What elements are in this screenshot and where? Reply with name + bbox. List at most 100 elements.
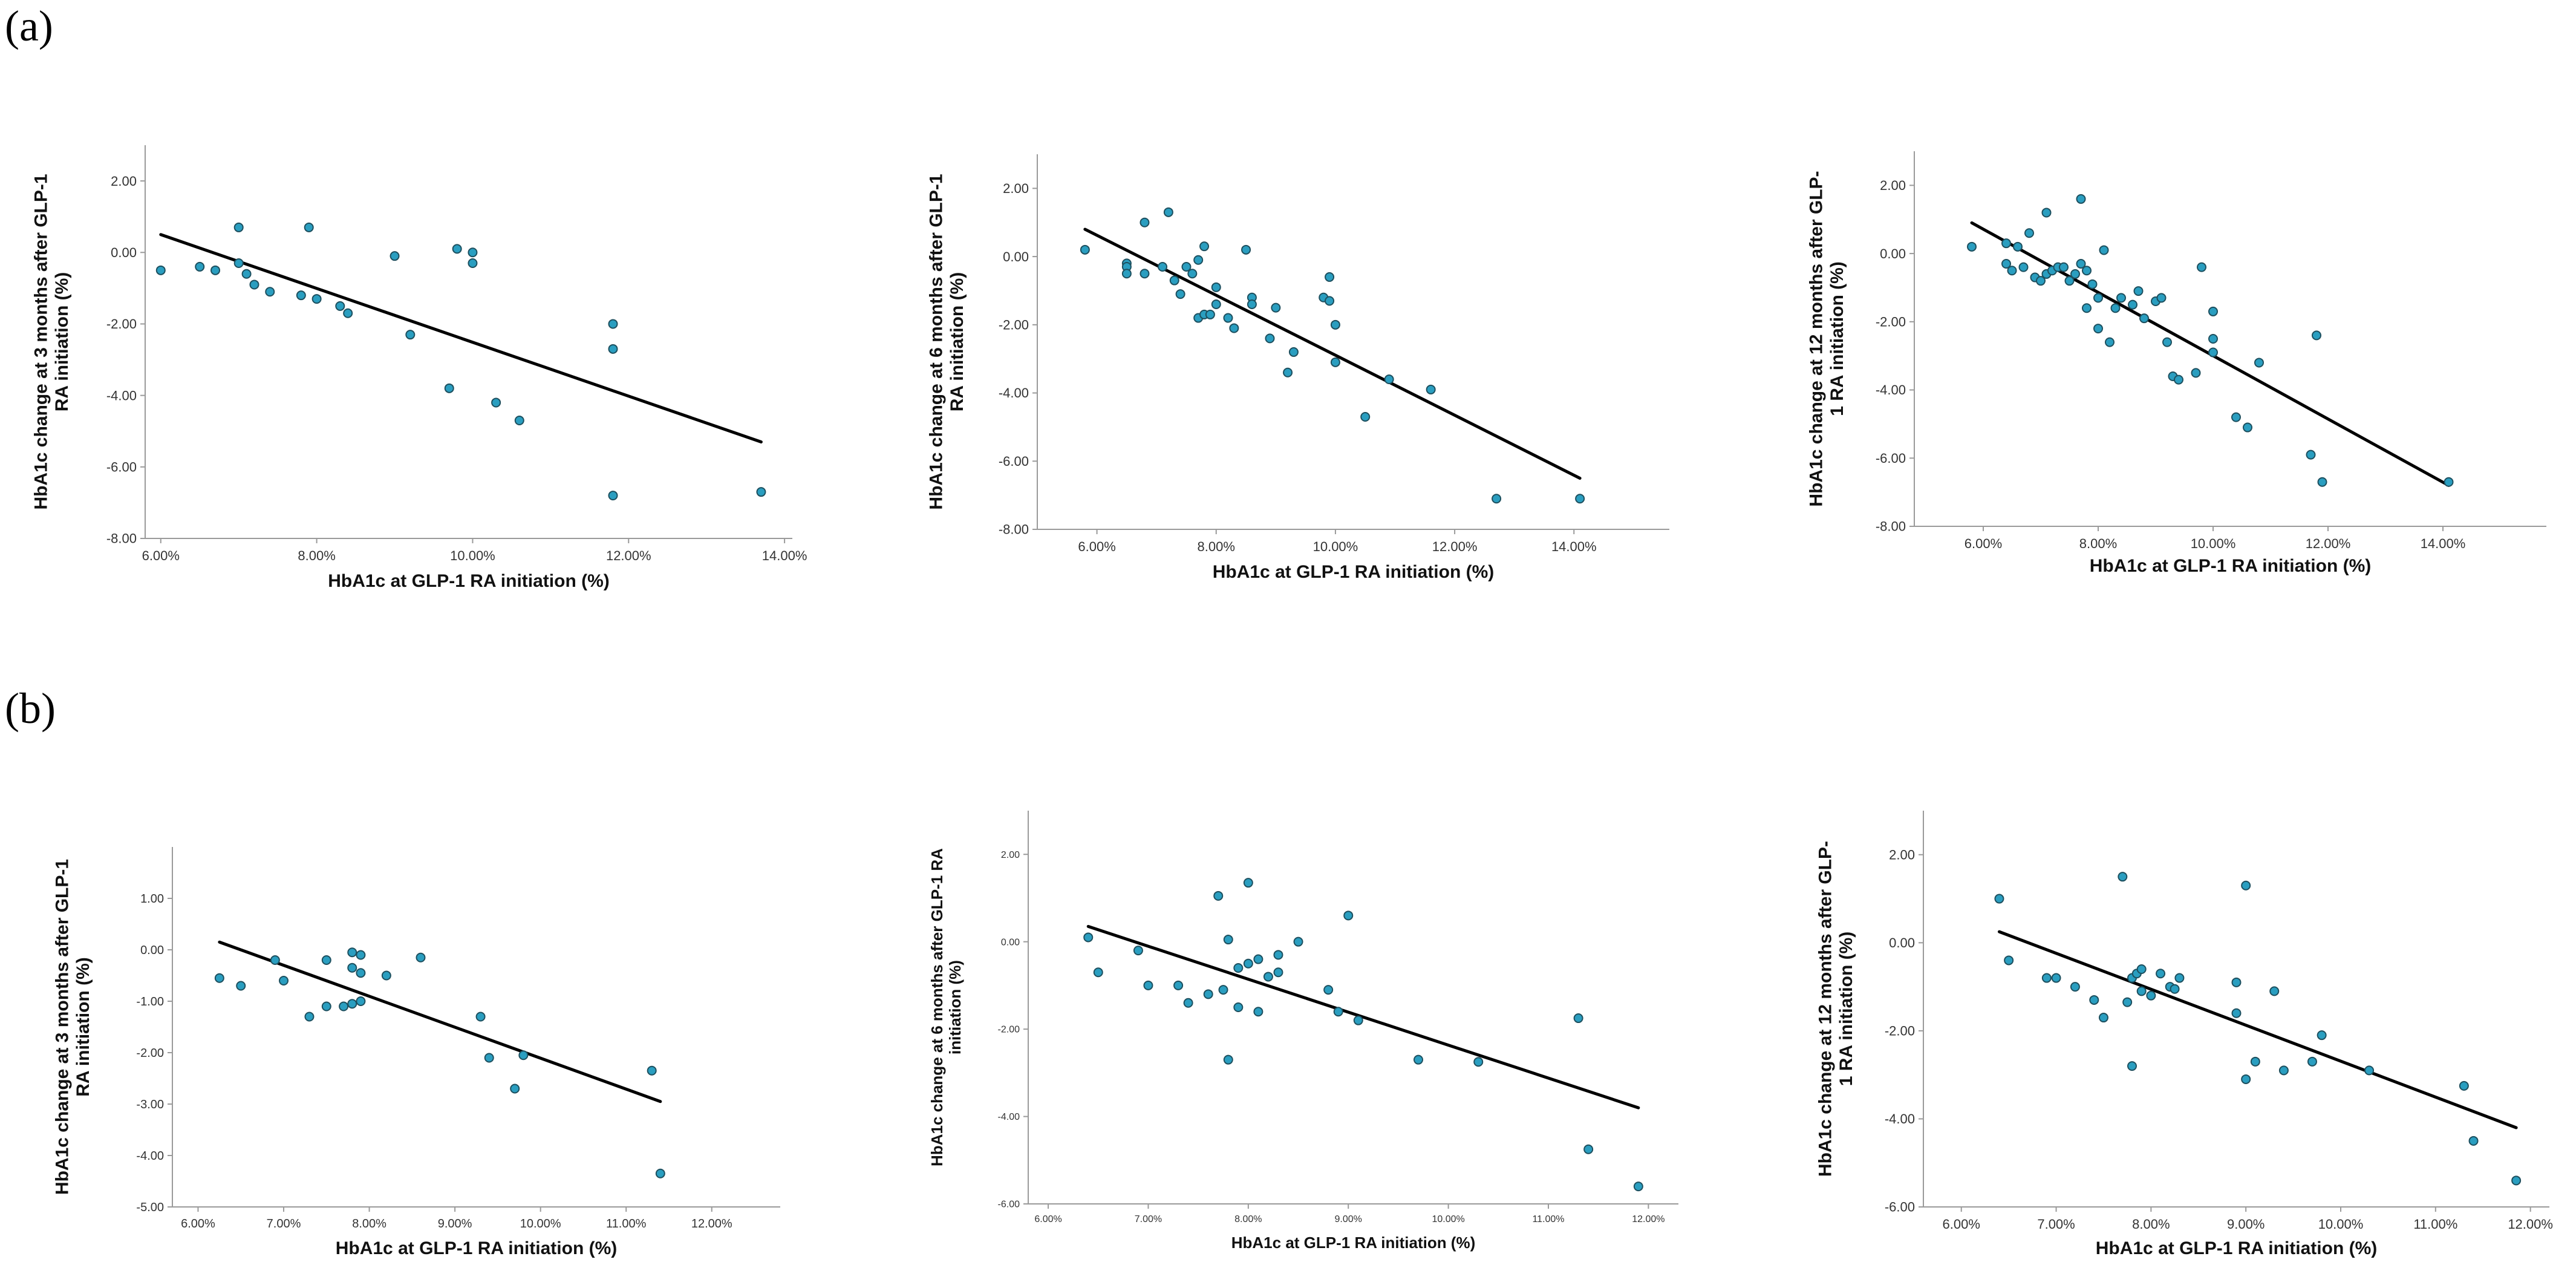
data-point [1325,272,1335,282]
y-axis-title-line: initiation (%) [946,960,964,1054]
data-point [2059,262,2069,272]
x-tick-label: 9.00% [1335,1214,1362,1224]
regression-line [1997,930,2518,1129]
data-point [2191,368,2201,378]
y-tick-label: 0.00 [1889,935,1915,950]
x-tick-label: 8.00% [352,1217,386,1231]
x-tick-label: 8.00% [2079,536,2117,551]
data-point [405,330,416,340]
data-point [1223,935,1233,945]
chart-a3: 2.00 0.00 -2.00 -4.00 -6.00 -8.00 6.00% 8.00% 10… [1807,151,2546,576]
y-tick-label: -4.00 [998,1112,1020,1122]
data-point [2197,262,2206,272]
data-point [214,973,224,983]
y-tick-label: -2.00 [106,316,137,332]
x-tick-label: 12.00% [2306,536,2351,551]
data-point [452,244,462,254]
data-point [2064,276,2075,286]
data-point [1121,269,1132,279]
y-tick-label: 2.00 [1001,850,1020,860]
y-tick-label: -2.00 [1885,1024,1915,1039]
data-point [1253,954,1264,964]
data-point [2208,334,2218,344]
data-point [608,344,618,354]
chart-a2: 2.00 0.00 -2.00 -4.00 -6.00 -8.00 6.00% 8.00% 10… [927,154,1669,582]
y-tick-label: -2.00 [999,318,1029,333]
data-point [2241,880,2251,891]
x-axis-title: HbA1c at GLP-1 RA initiation (%) [328,571,610,591]
chart-b1: 1.00 0.00 -1.00 -2.00 -3.00 -4.00 -5.00 6.00% 7.… [53,847,780,1258]
data-point [468,247,478,258]
y-tick-label: -2.00 [998,1025,1020,1035]
data-point [1283,367,1293,378]
x-tick-label: 12.00% [1432,539,1478,554]
data-point [2269,986,2280,996]
data-point [2231,1008,2242,1018]
y-tick-label: -6.00 [1876,451,1906,466]
y-axis-title-line: HbA1c change at 12 months after GLP- [1807,171,1827,506]
data-point [1203,989,1213,999]
data-point [2127,1061,2137,1071]
data-point [2041,973,2052,983]
data-point [265,287,275,297]
data-point [1211,282,1221,292]
y-axis-title-line: HbA1c change at 3 months after GLP-1 [53,859,73,1195]
data-point [2307,1056,2317,1067]
data-point [1233,963,1244,973]
data-point [1333,1007,1343,1017]
data-point [491,397,501,408]
data-point [2136,964,2147,974]
y-axis-title-line: RA initiation (%) [52,272,72,412]
data-point [356,996,366,1006]
data-point [2231,412,2241,422]
data-point [2128,299,2137,310]
data-point [2105,337,2115,347]
data-point [2004,955,2014,966]
x-axis-title: HbA1c at GLP-1 RA initiation (%) [2090,556,2372,576]
y-axis-title-line: HbA1c change at 6 months after GLP-1 [927,174,947,509]
data-point [1994,894,2004,904]
x-axis-title: HbA1c at GLP-1 RA initiation (%) [1213,562,1495,582]
data-point [468,258,478,268]
data-point [335,301,345,311]
data-point [1133,946,1143,956]
data-point [2208,347,2218,358]
data-point [2317,1030,2327,1041]
data-point [2146,990,2156,1001]
data-point [510,1084,520,1094]
y-tick-label: -6.00 [999,454,1029,469]
data-point [1241,244,1251,255]
data-point [1223,313,1233,323]
data-point [1288,347,1299,357]
data-point [2468,1136,2479,1146]
data-point [2133,286,2144,296]
y-tick-label: -3.00 [136,1098,164,1111]
data-point [2312,330,2321,341]
data-point [475,1012,486,1022]
y-tick-label: -8.00 [106,531,137,546]
data-point [1271,302,1281,313]
data-point [2036,276,2046,286]
data-point [195,261,205,272]
data-point [647,1065,657,1076]
data-point [1213,891,1224,901]
data-point [1967,241,1977,252]
data-point [1243,878,1253,888]
y-tick-label: -6.00 [106,460,137,475]
data-point [2018,262,2029,272]
y-axis-title-line: HbA1c change at 12 months after GLP- [1816,841,1836,1177]
data-point [1243,958,1253,969]
data-point [1140,217,1150,227]
data-point [347,947,357,958]
data-point [2082,266,2092,276]
y-tick-label: -4.00 [999,385,1029,400]
data-point [2208,306,2218,316]
data-point [1233,1002,1244,1012]
chart-b2: 2.00 0.00 -2.00 -4.00 -6.00 6.00% 7.00% 8.00% 9.… [928,811,1678,1252]
x-axis-title: HbA1c at GLP-1 RA initiation (%) [1231,1234,1476,1252]
x-tick-label: 6.00% [142,548,180,563]
data-point [1181,262,1192,272]
y-tick-label: -6.00 [1885,1200,1915,1215]
data-point [1323,985,1334,995]
y-axis-title-line: 1 RA initiation (%) [1836,932,1856,1087]
